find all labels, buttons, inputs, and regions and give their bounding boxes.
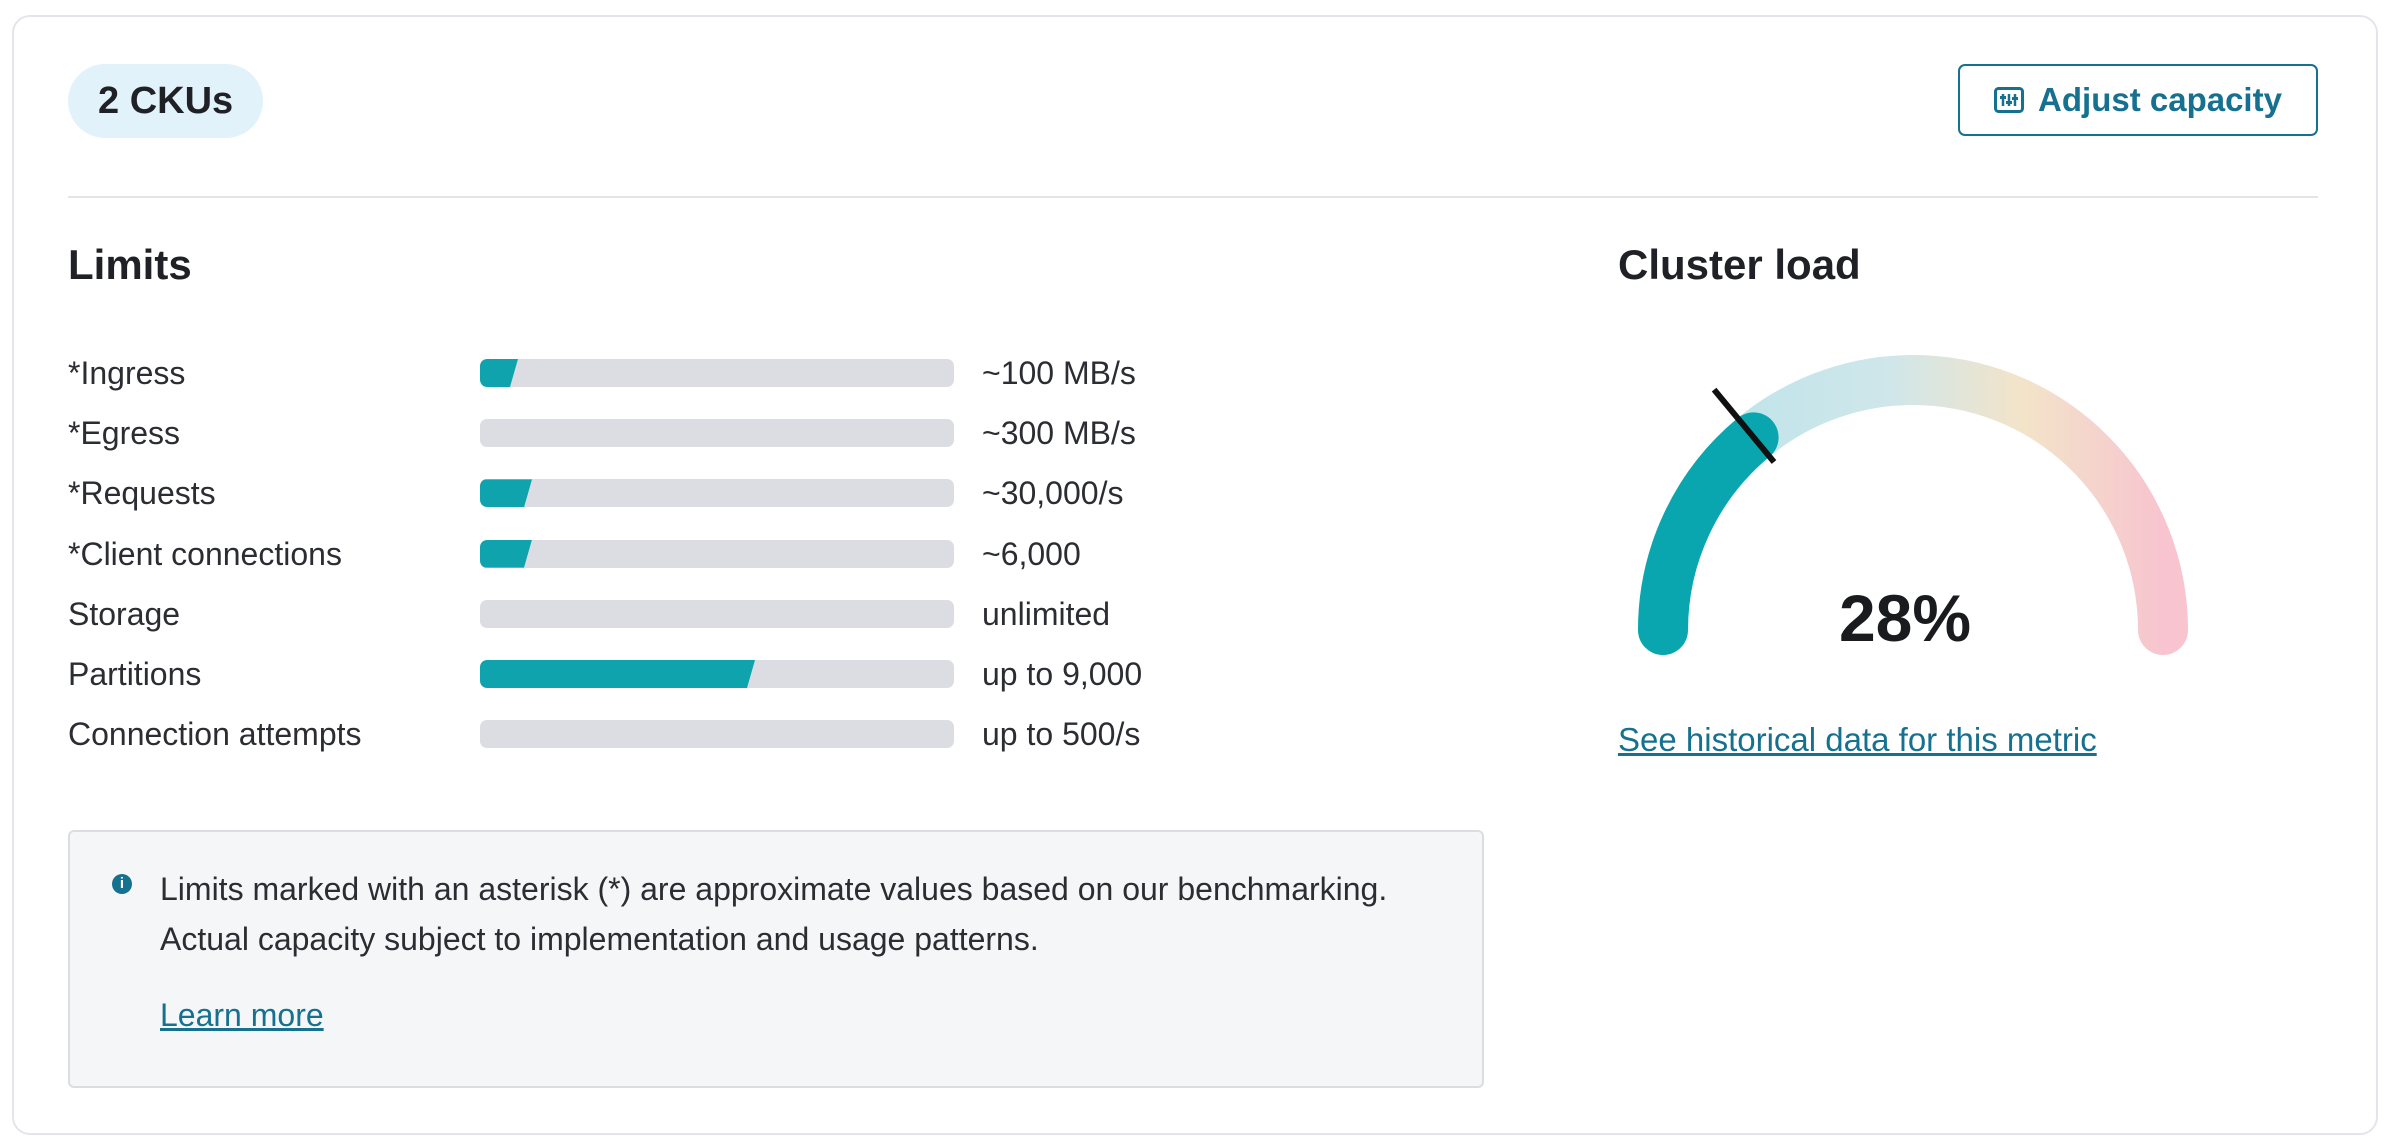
limit-usage-bar (480, 720, 954, 749)
limit-value: up to 9,000 (982, 656, 1143, 692)
limit-usage-bar (480, 660, 954, 688)
header-divider (68, 196, 2318, 198)
limit-row: *Ingress ~100 MB/s (68, 353, 1268, 393)
info-icon: i (112, 874, 132, 894)
limit-usage-bar (480, 359, 954, 387)
limit-value: ~6,000 (982, 535, 1081, 572)
limit-row: *Requests ~30,000/s (68, 473, 1268, 513)
limit-value: ~30,000/s (982, 475, 1124, 512)
limit-usage-fill (480, 540, 532, 568)
limit-usage-fill (480, 359, 518, 387)
cluster-load-value: 28% (1838, 581, 1972, 655)
learn-more-link[interactable]: Learn more (160, 997, 324, 1033)
limits-info-text: Limits marked with an asterisk (*) are a… (160, 871, 1388, 957)
limit-label: Storage (68, 595, 181, 632)
gauge-fill (1638, 412, 1779, 655)
limit-label: *Egress (68, 415, 181, 452)
limit-value: up to 500/s (982, 716, 1141, 753)
limits-info-box: i Limits marked with an asterisk (*) are… (68, 830, 1484, 1088)
adjust-capacity-button[interactable]: Adjust capacity (1958, 64, 2318, 136)
limit-usage-fill (480, 479, 532, 507)
adjust-capacity-label: Adjust capacity (2038, 81, 2282, 118)
limit-usage-bar (480, 419, 954, 448)
limit-label: *Client connections (68, 535, 342, 572)
limit-label: Connection attempts (68, 716, 362, 753)
limit-label: *Requests (68, 475, 216, 512)
limit-row: Connection attempts up to 500/s (68, 714, 1268, 754)
limit-label: *Ingress (68, 355, 186, 391)
limit-label: Partitions (68, 656, 202, 692)
limit-row: *Egress ~300 MB/s (68, 413, 1268, 453)
limits-title: Limits (68, 241, 192, 288)
cluster-load-title: Cluster load (1618, 241, 1861, 288)
historical-data-link[interactable]: See historical data for this metric (1618, 721, 2097, 758)
limit-usage-fill (480, 660, 755, 688)
limit-value: unlimited (982, 595, 1111, 632)
limit-row: Partitions up to 9,000 (68, 654, 1268, 694)
limit-usage-bar (480, 539, 954, 568)
limit-value: ~100 MB/s (982, 355, 1136, 391)
gauge-needle (1711, 387, 1777, 464)
limit-value: ~300 MB/s (982, 415, 1136, 452)
limit-row: *Client connections ~6,000 (68, 534, 1268, 574)
limit-usage-bar (480, 479, 954, 508)
limit-usage-bar (480, 599, 954, 628)
sliders-icon (1994, 87, 2025, 113)
cluster-load-gauge (1638, 355, 2188, 655)
limit-row: Storage unlimited (68, 594, 1268, 634)
cku-badge: 2 CKUs (68, 64, 264, 138)
